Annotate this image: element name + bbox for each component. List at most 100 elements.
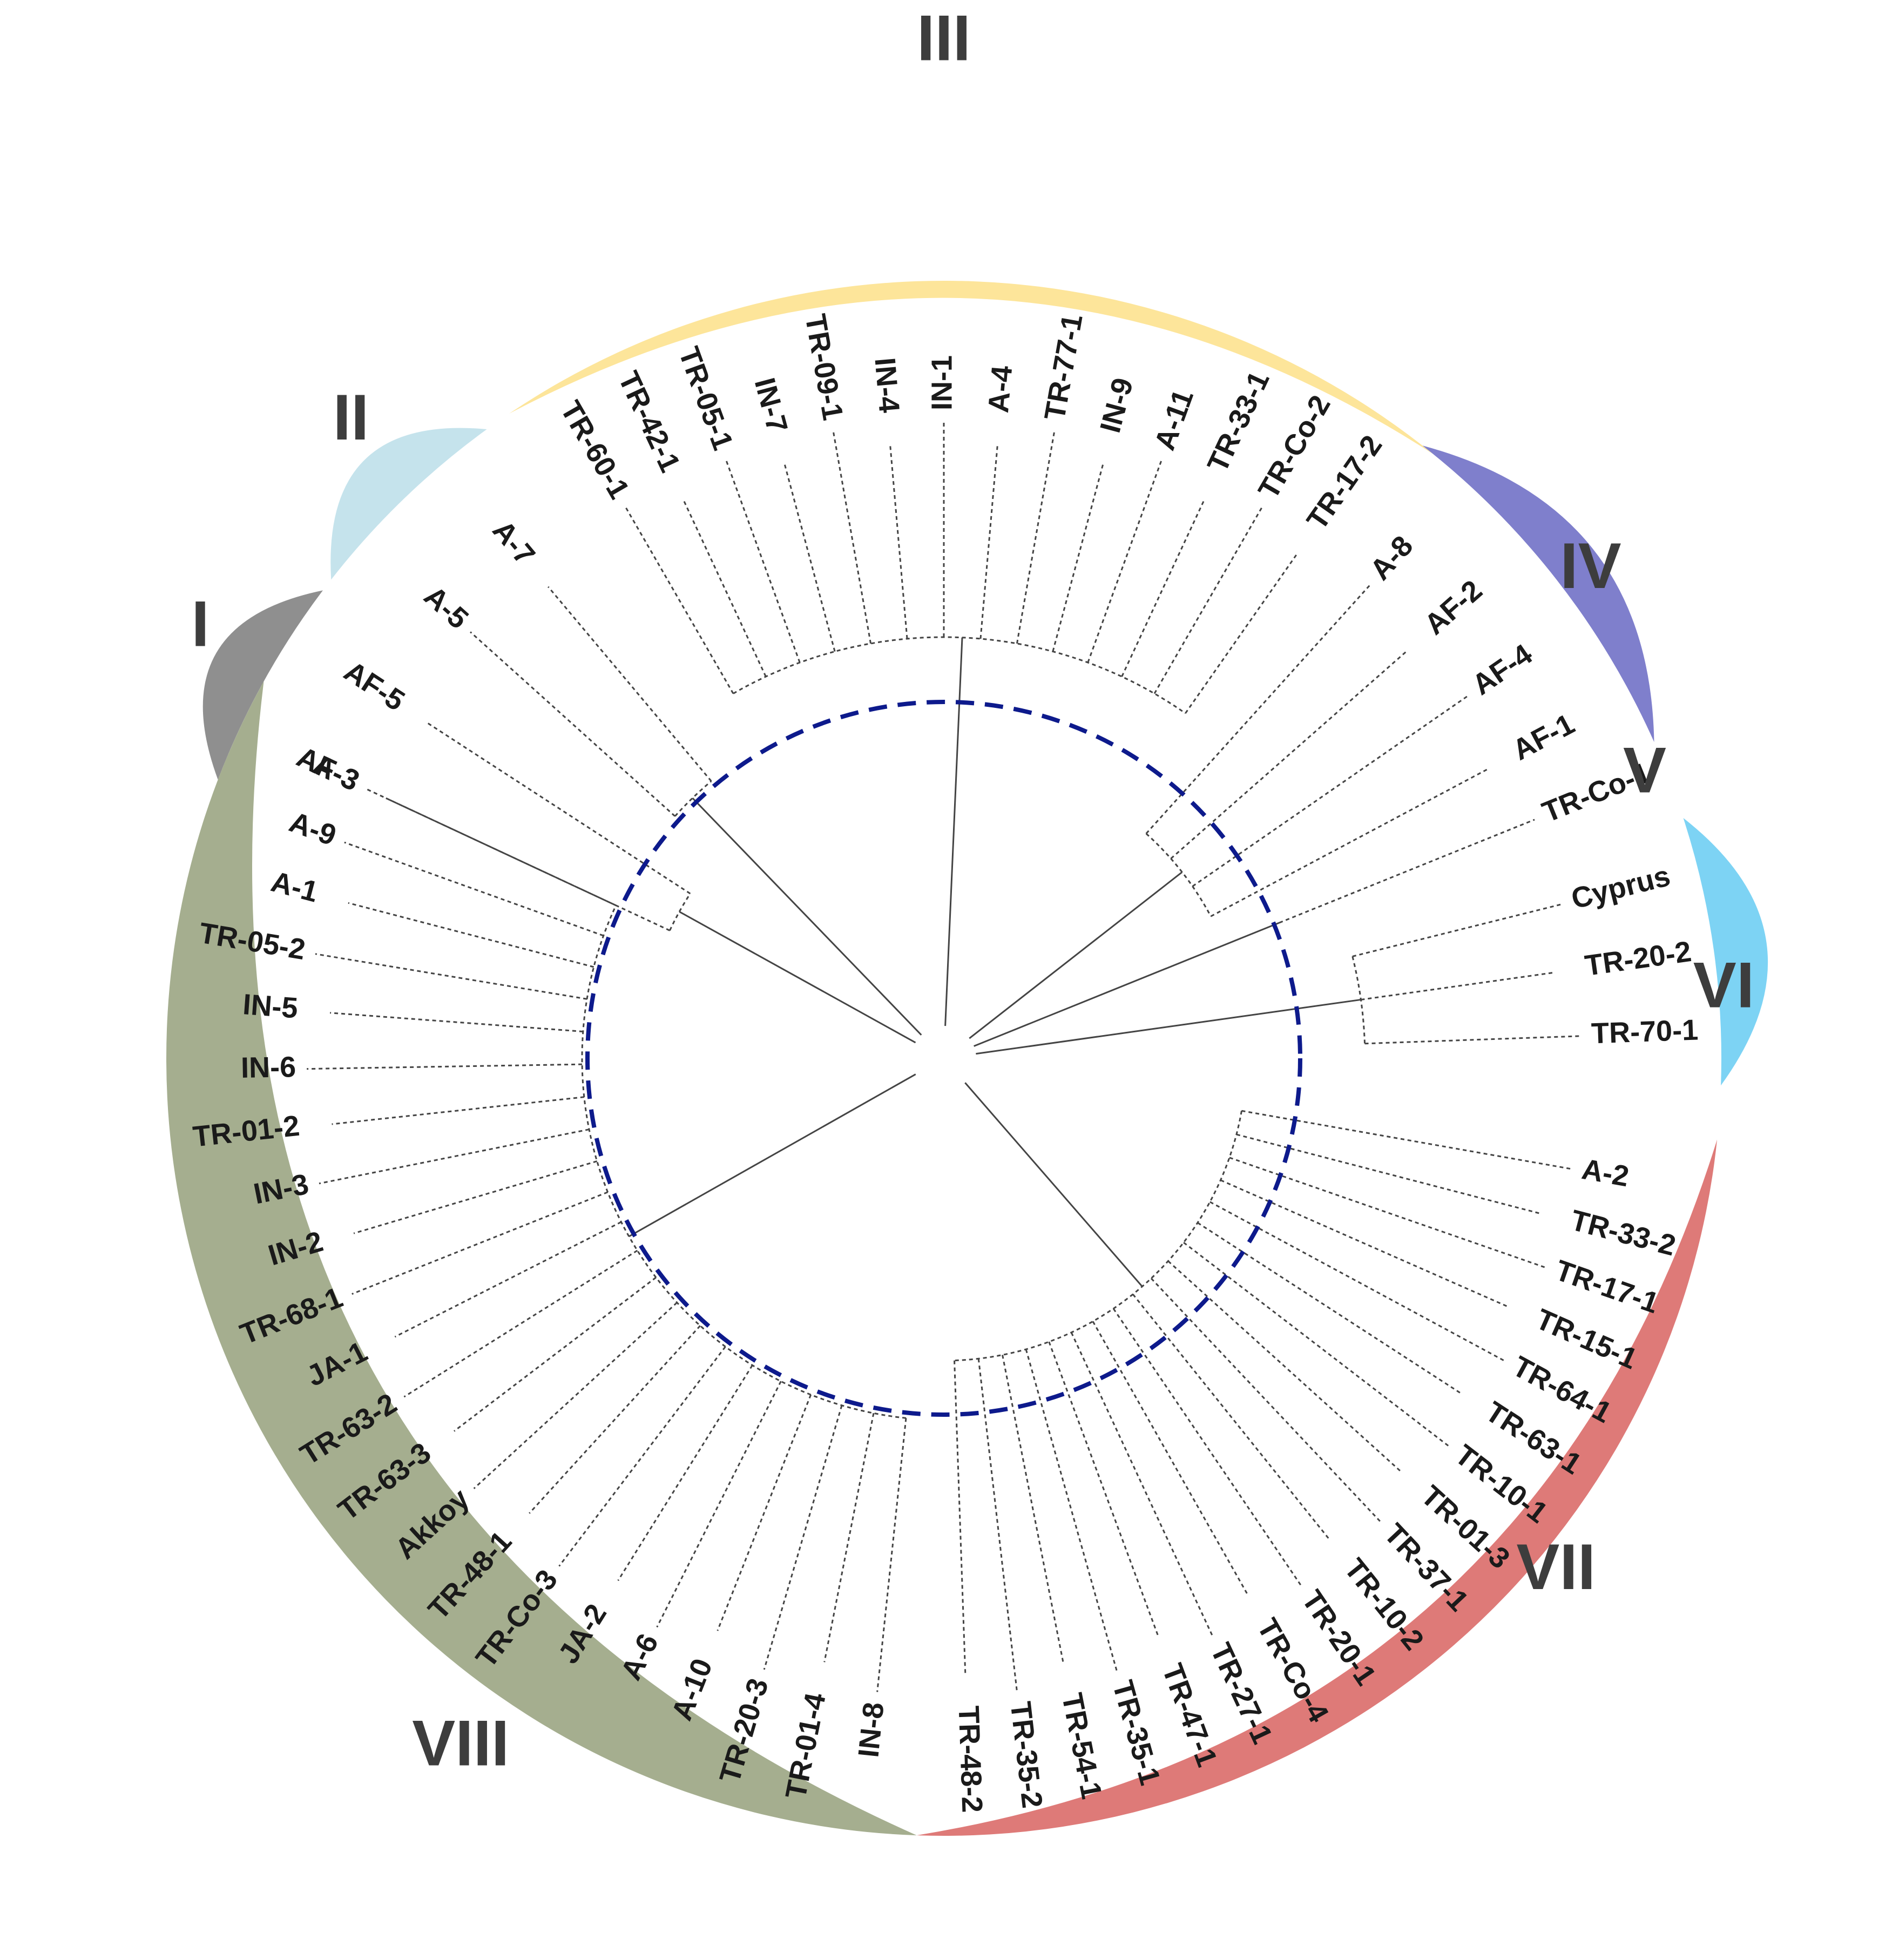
clade-arc-vii (916, 1139, 1718, 1836)
leaf-branch (454, 1276, 657, 1432)
clade-label-i: I (191, 588, 209, 660)
leaf-branch (954, 1360, 967, 1674)
leaf-branch (1121, 500, 1205, 677)
leaf-branch (1197, 1222, 1461, 1394)
leaf-branch (319, 1128, 590, 1185)
clade-arc-ii (330, 428, 487, 580)
leaf-label: A-11 (1148, 386, 1200, 455)
leaf-branch (348, 902, 594, 968)
threshold-ring (585, 700, 1302, 1417)
leaf-label: TR-33-1 (1201, 367, 1276, 477)
leaf-label: TR-70-1 (1591, 1013, 1699, 1050)
leaf-label: IN-5 (242, 988, 299, 1024)
clade-label-iv: IV (1560, 530, 1621, 602)
clade-arc-i (202, 590, 323, 780)
leaf-branch (1052, 463, 1104, 652)
leaf-branch (1170, 651, 1407, 860)
leaf-branch (307, 1063, 583, 1070)
leaf-branch (783, 463, 836, 652)
leaf-branch (823, 1412, 875, 1662)
leaf-label: A-5 (418, 580, 475, 636)
leaf-branch (1070, 1332, 1213, 1637)
clade-stem-vii (964, 1082, 1143, 1287)
leaf-branch (470, 631, 676, 817)
leaf-branch (403, 1249, 638, 1398)
clade-label-iii: III (917, 2, 971, 75)
leaf-branch (979, 445, 998, 639)
leaf-branch (352, 1191, 609, 1295)
leaf-branch (1087, 459, 1163, 663)
clade-arc-iv (1422, 445, 1654, 742)
leaf-branch (1183, 1241, 1450, 1448)
leaf-branch (1185, 553, 1298, 714)
leaf-branch (1352, 903, 1563, 957)
leaf-label: A-7 (486, 514, 542, 571)
clade-connector-viii (581, 905, 907, 1419)
leaf-branch (473, 1302, 678, 1489)
leaf-label: IN-8 (852, 1701, 890, 1759)
leaf-branch (1241, 1110, 1572, 1170)
leaf-branch (1025, 1349, 1118, 1672)
leaf-branch (529, 1325, 701, 1514)
clade-label-viii: VIII (412, 1707, 509, 1780)
leaf-branch (725, 459, 801, 663)
leaf-branch (763, 1405, 843, 1670)
leaf-branch (617, 1364, 753, 1581)
leaf-label: AF-1 (1508, 708, 1580, 767)
leaf-branch (332, 1096, 585, 1125)
clade-arcs (166, 281, 1768, 1836)
clade-stem-v (974, 922, 1280, 1047)
leaf-branch (1153, 506, 1263, 694)
leaf-label: AF-5 (339, 655, 410, 718)
tree-branches (307, 421, 1581, 1692)
leaf-branch (344, 841, 604, 937)
clade-label-vi: VI (1693, 949, 1754, 1021)
clade-label-ii: II (333, 381, 369, 454)
leaf-label: AF-4 (1467, 638, 1538, 701)
leaf-label: TR-05-1 (672, 343, 739, 455)
clade-stem-vi (976, 998, 1361, 1055)
leaf-label: TR-35-1 (1106, 1677, 1167, 1789)
leaf-label: A-9 (285, 806, 340, 852)
leaf-branch (394, 1221, 622, 1338)
leaf-branch (353, 1160, 598, 1234)
leaf-branch (717, 1394, 812, 1631)
leaf-label: TR-20-2 (1583, 935, 1693, 982)
leaf-branch (1210, 768, 1488, 917)
leaf-label: IN-1 (925, 355, 958, 410)
leaf-branch (624, 506, 734, 694)
leaf-label: AF-2 (1418, 574, 1489, 641)
leaf-branch (1150, 1278, 1382, 1523)
leaf-label: TR-33-2 (1567, 1204, 1679, 1262)
leaf-label: TR-54-1 (1056, 1691, 1108, 1802)
leaf-branch (1361, 971, 1554, 1001)
clade-stem-ii (692, 797, 922, 1036)
leaf-branch (1048, 1341, 1159, 1636)
leaf-label: A-2 (1579, 1153, 1631, 1193)
clade-stem-i (679, 911, 916, 1044)
clade-arc-viii (166, 681, 917, 1836)
leaf-label: A-10 (665, 1654, 719, 1725)
leaf-branch (832, 430, 872, 644)
leaf-branch (1132, 1294, 1330, 1539)
leaf-branch (876, 1418, 907, 1692)
leaf-branch (1167, 1260, 1401, 1472)
leaf-branch (1279, 819, 1535, 924)
leaf-label: IN-6 (241, 1051, 296, 1084)
clade-arc-vi (1683, 818, 1768, 1086)
clade-connector-ii (674, 780, 712, 817)
leaf-branch (1016, 430, 1056, 644)
clade-label-v: V (1623, 734, 1666, 806)
leaf-label: A-8 (1364, 530, 1420, 586)
leaf-label: IN-9 (1094, 375, 1139, 436)
leaf-branch (1220, 1179, 1508, 1307)
leaf-branch (1002, 1355, 1064, 1662)
leaf-branch (656, 1381, 782, 1628)
clade-stem-iii (944, 637, 963, 1026)
leaf-label: IN-4 (868, 356, 905, 414)
leaf-branch (558, 1346, 726, 1567)
leaf-branch (1364, 1035, 1581, 1045)
leaf-branch (1209, 1201, 1505, 1362)
clade-label-vii: VII (1516, 1531, 1596, 1603)
leaf-branch (1112, 1308, 1302, 1586)
